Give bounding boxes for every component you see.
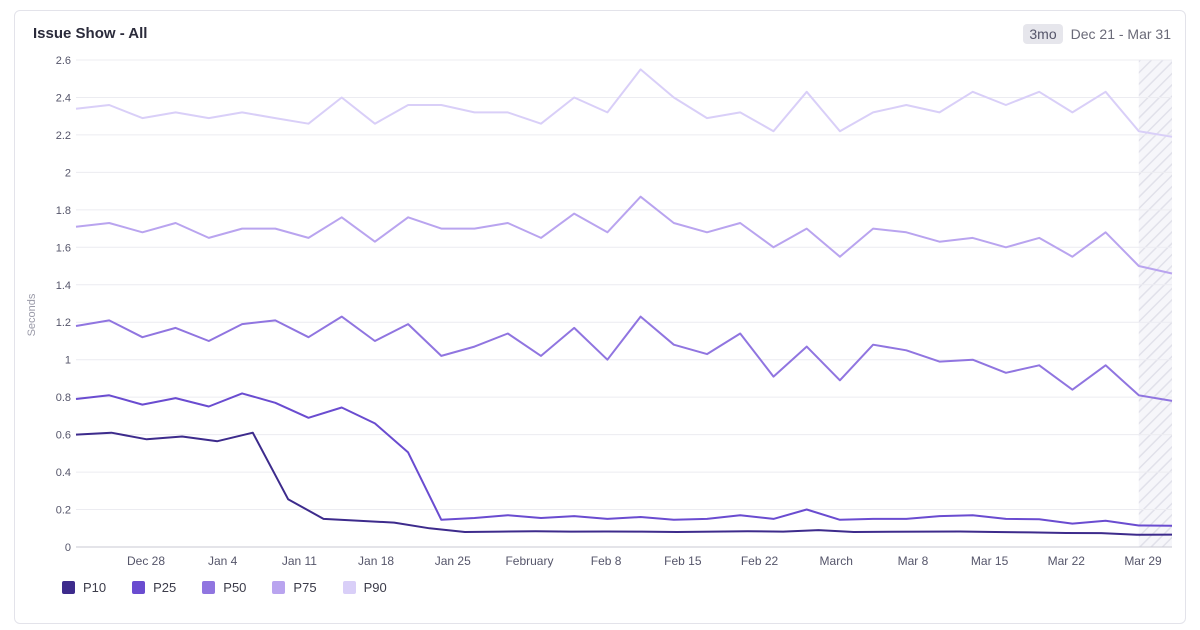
x-tick-label: February [505, 554, 553, 568]
x-tick-label: Mar 15 [971, 554, 1009, 568]
x-tick-label: Mar 8 [898, 554, 929, 568]
x-tick-label: Jan 18 [358, 554, 394, 568]
chart-card: Issue Show - All 3mo Dec 21 - Mar 31 [14, 10, 1186, 624]
period-pill[interactable]: 3mo [1023, 24, 1063, 44]
series-line-p50[interactable] [75, 315, 1173, 402]
date-range-label[interactable]: Dec 21 - Mar 31 [1070, 26, 1171, 42]
x-tick-label: Mar 29 [1124, 554, 1162, 568]
series-line-p10[interactable] [75, 431, 1173, 536]
y-tick-label: 2 [65, 167, 71, 179]
legend-item-p90[interactable]: P90 [342, 580, 387, 595]
legend-swatch [132, 581, 146, 594]
y-tick-label: 0.8 [56, 392, 71, 404]
chart-title: Issue Show - All [33, 25, 148, 42]
x-tick-label: Feb 8 [591, 554, 622, 568]
legend-item-p75[interactable]: P75 [272, 580, 317, 595]
series-line-p25[interactable] [75, 392, 1173, 527]
y-tick-label: 0.2 [56, 505, 71, 517]
x-tick-label: Mar 22 [1048, 554, 1086, 568]
legend-item-p50[interactable]: P50 [202, 580, 246, 595]
legend-item-p10[interactable]: P10 [62, 580, 106, 595]
y-tick-label: 0 [65, 542, 71, 554]
y-tick-label: 2.6 [56, 55, 71, 67]
legend-item-p25[interactable]: P25 [132, 580, 176, 595]
y-tick-label: 1.2 [56, 317, 71, 329]
series-line-p75[interactable] [75, 195, 1173, 275]
y-tick-label: 1.6 [56, 242, 71, 254]
legend-swatch [202, 581, 216, 594]
y-axis-label: Seconds [26, 293, 38, 336]
legend-swatch [272, 581, 286, 594]
legend-label: P10 [83, 580, 107, 595]
chart-legend: P10 P25 P50 P75 P90 [62, 580, 387, 595]
x-tick-label: Jan 25 [435, 554, 471, 568]
y-tick-label: 2.4 [56, 92, 71, 104]
legend-swatch [342, 581, 356, 594]
incomplete-period-hatch [1138, 60, 1172, 547]
legend-label: P25 [153, 580, 177, 595]
y-tick-label: 0.6 [56, 430, 71, 442]
y-tick-label: 2.2 [56, 130, 71, 142]
x-tick-label: Feb 15 [664, 554, 702, 568]
y-tick-label: 0.4 [56, 467, 71, 479]
y-tick-label: 1.8 [56, 205, 71, 217]
x-tick-label: Jan 11 [282, 554, 317, 568]
legend-label: P50 [223, 580, 247, 595]
y-tick-label: 1.4 [56, 280, 71, 292]
legend-label: P75 [293, 580, 317, 595]
legend-swatch [62, 581, 75, 594]
date-range-controls: 3mo Dec 21 - Mar 31 [1023, 24, 1171, 44]
x-tick-label: March [820, 554, 853, 568]
legend-label: P90 [363, 580, 387, 595]
x-tick-label: Feb 22 [741, 554, 779, 568]
y-tick-label: 1 [65, 355, 71, 367]
x-tick-label: Jan 4 [208, 554, 238, 568]
x-tick-label: Dec 28 [127, 554, 165, 568]
series-line-p90[interactable] [75, 68, 1173, 138]
